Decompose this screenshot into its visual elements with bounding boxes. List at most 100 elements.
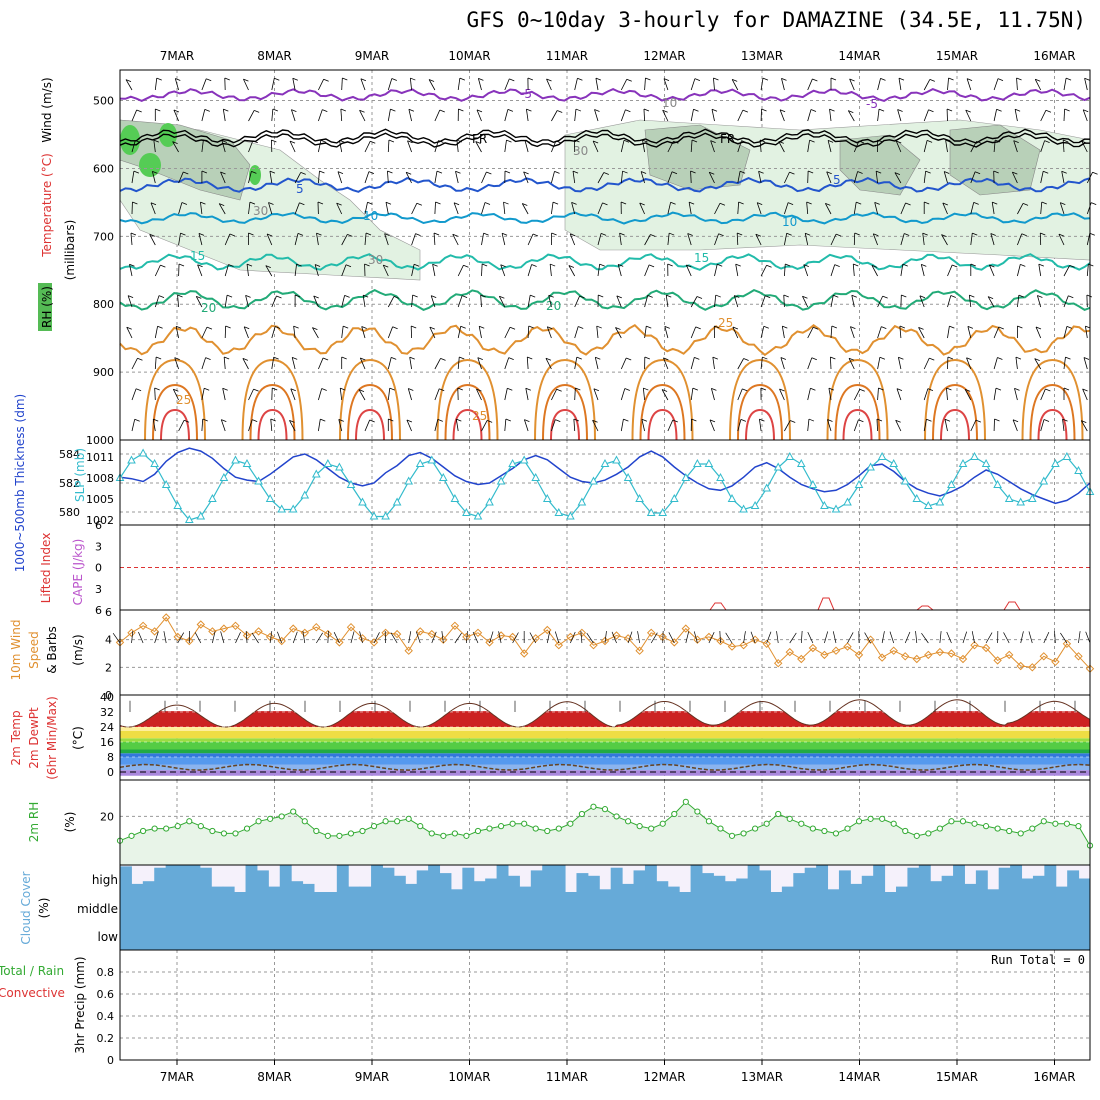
- wind-barb: [458, 108, 464, 112]
- wind10-point: [185, 636, 194, 646]
- rh2-point: [301, 818, 308, 825]
- wind10-barb: [154, 631, 159, 644]
- wind-barb: [429, 326, 436, 339]
- wind10-point: [277, 636, 286, 646]
- rh2-point: [648, 825, 655, 832]
- wind-barb: [456, 418, 462, 422]
- slp-point: [288, 504, 298, 513]
- wind-barb: [152, 170, 158, 174]
- wind10-barb: [889, 631, 895, 644]
- wind-barb: [463, 264, 469, 268]
- wind-barb: [847, 110, 855, 122]
- wind-barb: [642, 140, 645, 153]
- wind-barb: [126, 327, 133, 339]
- wind-barb: [944, 419, 948, 432]
- wind-barb: [762, 77, 769, 81]
- panel-frame: [119, 949, 1091, 1061]
- slp-point: [577, 497, 587, 506]
- wind-barb: [923, 140, 928, 153]
- wind-barb: [597, 202, 603, 215]
- wind10-barb: [466, 631, 468, 644]
- temperature-tick-label: 24: [100, 721, 114, 734]
- wind-barb: [594, 109, 600, 112]
- wind-barb: [778, 141, 784, 144]
- wind-barb: [811, 357, 817, 361]
- wind-barb: [900, 233, 905, 246]
- wind-barb: [974, 171, 981, 175]
- slp-point: [323, 458, 333, 467]
- slp-point: [877, 451, 887, 460]
- date-label-top: 15MAR: [936, 49, 978, 63]
- wind-barb: [253, 110, 260, 113]
- wind-barb: [131, 388, 137, 401]
- wind10-point: [854, 650, 864, 660]
- wind-barb: [779, 388, 785, 401]
- wind-barb: [762, 356, 768, 360]
- wind-barb: [626, 357, 632, 361]
- slp-tick-label: 1002: [86, 514, 114, 527]
- wind10-point: [681, 624, 691, 633]
- warm-contour: [1037, 408, 1068, 441]
- slp-point: [681, 472, 691, 481]
- wind-barb: [806, 201, 812, 205]
- wind-barb: [853, 202, 857, 215]
- thickness-tick-label: 580: [59, 506, 80, 519]
- wind-barb: [991, 202, 995, 215]
- wind-barb: [274, 77, 280, 81]
- wind-barb: [268, 202, 274, 205]
- rh2-point: [544, 827, 551, 835]
- wind-barb: [850, 326, 856, 330]
- wind-barb: [549, 264, 552, 277]
- wind10-point: [335, 638, 344, 647]
- wind-barb: [416, 202, 423, 206]
- wind-barb: [453, 202, 459, 215]
- wind10-point: [208, 627, 217, 636]
- wind-barb: [923, 79, 931, 91]
- wind-barb: [877, 295, 884, 308]
- chart-title: GFS 0~10day 3-hourly for DAMAZINE (34.5E…: [466, 8, 1086, 32]
- wind-barb: [387, 78, 393, 91]
- wind-barb: [790, 420, 796, 423]
- wind-barb: [945, 139, 951, 143]
- wind-barb: [1040, 140, 1045, 153]
- wind-barb: [274, 326, 281, 329]
- wind-barb: [919, 295, 926, 299]
- wind-barb: [694, 357, 700, 360]
- slp-point: [358, 497, 367, 506]
- wind-barb: [644, 295, 649, 308]
- wind-barb: [667, 263, 673, 267]
- wind10-barb: [570, 631, 576, 644]
- wind-barb: [129, 263, 135, 267]
- warm-contour: [241, 358, 304, 441]
- slp-point: [773, 462, 783, 471]
- cloud-high-bar: [165, 865, 178, 892]
- wind-barb: [858, 140, 865, 144]
- wind10-barb: [390, 632, 398, 644]
- wind-barb: [299, 202, 305, 206]
- slp-point: [369, 511, 379, 520]
- wind-barb: [709, 171, 715, 175]
- warm-contour: [444, 383, 491, 441]
- rh2-point: [752, 825, 759, 832]
- wind-barb: [1089, 232, 1095, 236]
- slp-point: [450, 493, 460, 502]
- wind10-barb: [921, 632, 929, 644]
- wind-barb: [387, 109, 391, 122]
- warm-contour: [339, 358, 401, 441]
- wind-barb: [967, 325, 974, 329]
- wind10-barb: [498, 631, 502, 644]
- rh2-point: [867, 815, 874, 822]
- wind-barb: [531, 264, 537, 267]
- wind-barb: [620, 171, 623, 184]
- wind-barb: [663, 357, 669, 361]
- cloud-high-bar: [587, 875, 600, 892]
- wind-barb: [622, 170, 628, 174]
- rh2-point: [1040, 818, 1047, 825]
- wind-barb: [407, 140, 412, 153]
- cloud-high-bar: [690, 865, 703, 892]
- wind-barb: [314, 264, 321, 267]
- wind-barb: [574, 326, 579, 339]
- wind-barb: [198, 233, 203, 246]
- precip-tick-label: 0.2: [97, 1032, 115, 1045]
- wind10-point: [404, 646, 413, 655]
